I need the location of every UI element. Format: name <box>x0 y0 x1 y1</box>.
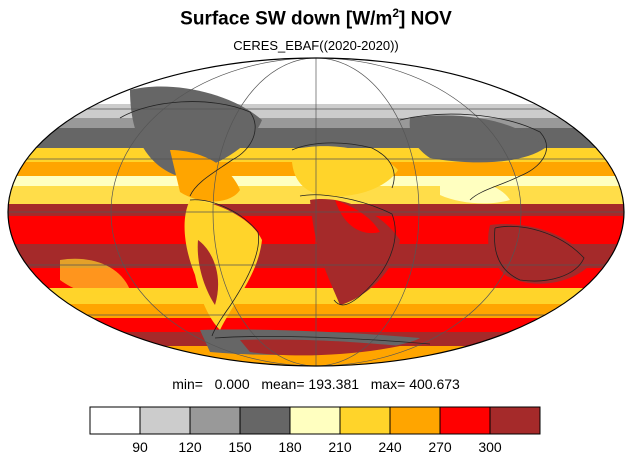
min-value: 0.000 <box>214 376 250 392</box>
colorbar-box <box>139 406 191 435</box>
colorbar-labels: 90 120 150 180 210 240 270 300 <box>132 439 502 455</box>
colorbar-tick-label: 270 <box>428 439 452 455</box>
colorbar-tick-label: 210 <box>328 439 352 455</box>
graticule <box>8 58 624 366</box>
colorbar-tick-label: 120 <box>178 439 202 455</box>
map-title: Surface SW down [W/m2] NOV <box>180 6 452 30</box>
max-label: max= <box>370 376 406 392</box>
map-subtitle: CERES_EBAF((2020-2020)) <box>233 38 399 53</box>
stats-line: min= 0.000 mean= 193.381 max= 400.673 <box>0 376 632 392</box>
mean-label: mean= <box>261 376 305 392</box>
colorbar-boxes <box>89 406 541 435</box>
colorbar-tick-label: 180 <box>278 439 302 455</box>
colorbar-box <box>489 406 541 435</box>
coastlines <box>119 101 585 345</box>
colorbar-box <box>339 406 391 435</box>
colorbar-tick-label: 90 <box>132 439 148 455</box>
mean-value: 193.381 <box>308 376 360 392</box>
min-label: min= <box>172 376 203 392</box>
colorbar-tick-label: 240 <box>378 439 402 455</box>
world-map <box>7 57 625 367</box>
max-value: 400.673 <box>409 376 460 392</box>
colorbar-box <box>189 406 241 435</box>
globe-outline <box>7 57 625 367</box>
colorbar-box <box>89 406 141 435</box>
colorbar-tick-label: 300 <box>478 439 502 455</box>
colorbar-box <box>439 406 491 435</box>
colorbar-box <box>239 406 291 435</box>
colorbar-box <box>289 406 341 435</box>
colorbar-tick-label: 150 <box>228 439 252 455</box>
colorbar-box <box>389 406 441 435</box>
